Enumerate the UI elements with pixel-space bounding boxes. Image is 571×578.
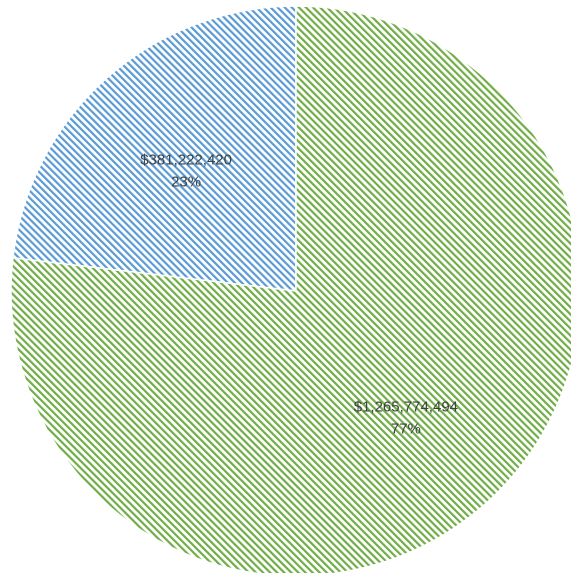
slice-value-label-0: $381,222,420 [140,152,232,169]
slices-layer [10,5,571,577]
slice-percent-label-1: 77% [391,420,421,437]
pie-slice-0 [12,5,297,292]
labels-layer: $381,222,420 23% $1,265,774,494 77% [140,152,458,438]
pie-slice-1 [10,5,571,577]
slice-value-label-1: $1,265,774,494 [354,398,458,415]
slice-percent-label-0: 23% [171,174,201,191]
